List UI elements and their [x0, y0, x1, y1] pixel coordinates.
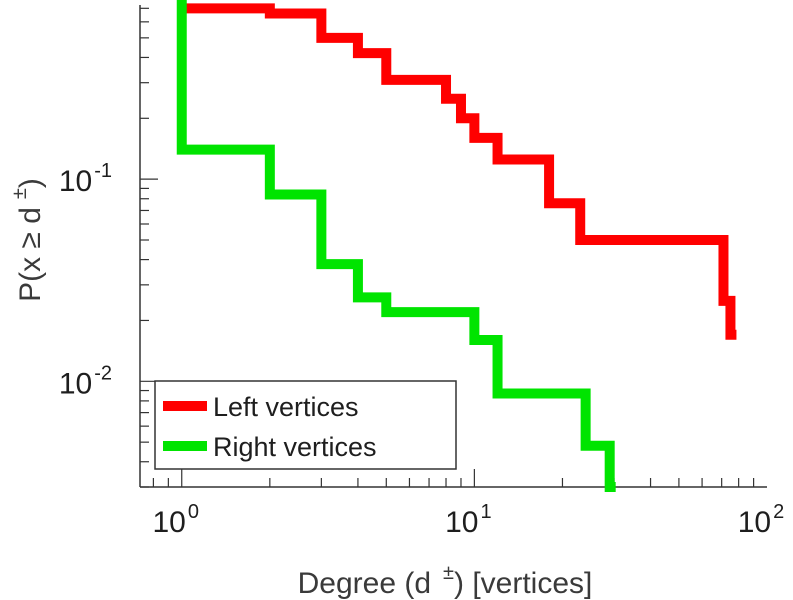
series-line-left-vertices: [181, 3, 737, 340]
x-axis-label: Degree (d ±) [vertices]: [298, 562, 593, 600]
legend: Left vertices Right vertices: [154, 380, 457, 470]
legend-label-right-vertices: Right vertices: [213, 432, 377, 462]
x-tick-label: 10 1: [445, 501, 492, 539]
tick-labels: 10010110210010-110-2: [59, 160, 785, 539]
x-tick-label: 10 0: [152, 501, 199, 539]
legend-box: [154, 380, 457, 470]
axes-frame: [139, 5, 767, 488]
y-axis-label: P(x ≥ d±): [9, 178, 47, 302]
y-tick-label: 10 -2: [59, 362, 112, 400]
y-tick-label: 10 -1: [59, 160, 112, 198]
legend-label-left-vertices: Left vertices: [213, 392, 359, 422]
series-line-right-vertices: [176, 0, 616, 492]
series-layer: [176, 0, 737, 492]
minor-ticks: [140, 7, 755, 488]
x-tick-label: 10 2: [738, 501, 785, 539]
